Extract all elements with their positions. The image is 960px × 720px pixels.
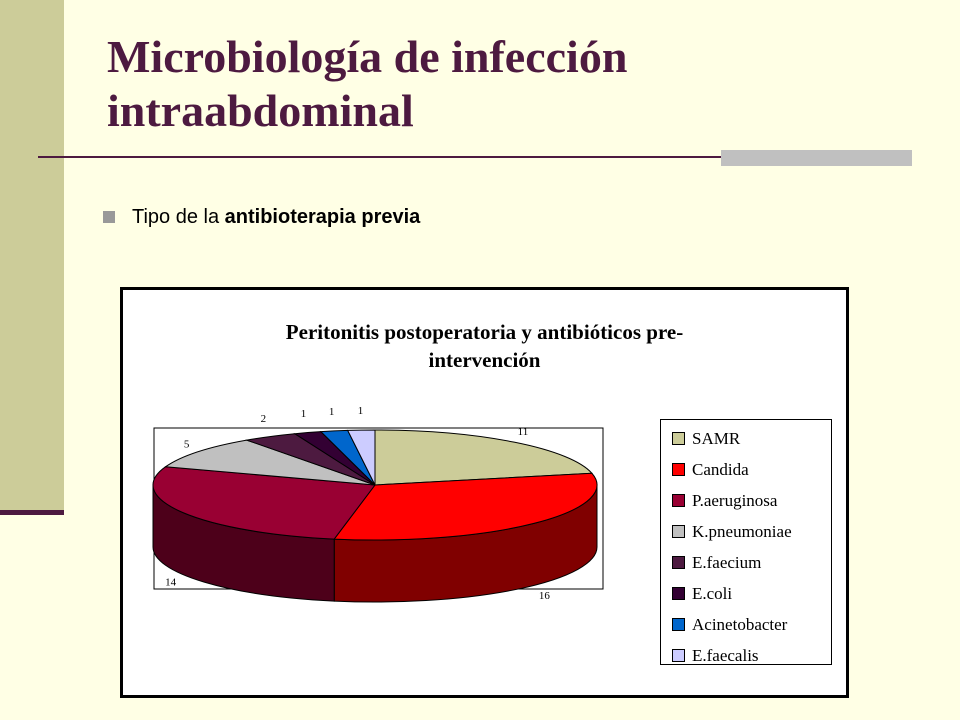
legend-label: Acinetobacter <box>692 614 788 634</box>
slide-title: Microbiología de infección intraabdomina… <box>107 30 927 138</box>
chart-title-line-1: Peritonitis postoperatoria y antibiótico… <box>285 320 684 344</box>
pie-slice-efaecalis <box>346 429 376 486</box>
pie-slices <box>152 429 598 603</box>
chart-title-line-2: intervención <box>428 348 541 372</box>
legend-label: SAMR <box>692 428 741 448</box>
left-band-accent <box>0 510 64 515</box>
legend-label: K.pneumoniae <box>692 521 792 541</box>
legend-swatch <box>672 494 685 507</box>
legend-swatch <box>672 618 685 631</box>
data-label-candida: 16 <box>539 590 551 602</box>
legend-label: E.faecalis <box>692 645 759 665</box>
square-bullet-icon <box>103 211 115 223</box>
legend-swatch <box>672 587 685 600</box>
pie-slice-candida <box>333 472 598 541</box>
pie-slice-kpneumoniae <box>164 439 376 486</box>
chart-container: Peritonitis postoperatoria y antibiótico… <box>120 287 849 698</box>
data-label-acinetobacter: 1 <box>329 406 335 418</box>
bullet-text-bold: antibioterapia previa <box>224 205 421 228</box>
slide-title-line-1: Microbiología de infección <box>107 31 628 82</box>
bullet-item: Tipo de la antibioterapia previa <box>103 205 420 229</box>
bullet-text-prefix: Tipo de la <box>132 205 225 228</box>
data-label-samr: 11 <box>518 426 529 438</box>
legend-item-efaecium: E.faecium <box>661 547 831 578</box>
chart-title: Peritonitis postoperatoria y antibiótico… <box>123 318 846 374</box>
legend-item-efaecalis: E.faecalis <box>661 640 831 671</box>
legend-item-candida: Candida <box>661 454 831 485</box>
title-underline-accent <box>721 150 912 166</box>
data-label-paeruginosa: 14 <box>165 577 177 589</box>
pie-slice-paeruginosa <box>152 466 376 540</box>
slide-title-line-2: intraabdominal <box>107 85 414 136</box>
data-label-efaecalis: 1 <box>358 405 364 417</box>
data-label-kpneumoniae: 5 <box>184 438 190 450</box>
legend-swatch <box>672 432 685 445</box>
legend-item-ecoli: E.coli <box>661 578 831 609</box>
legend-item-samr: SAMR <box>661 423 831 454</box>
legend-label: Candida <box>692 459 749 479</box>
chart-legend: SAMR Candida P.aeruginosa K.pneumoniae E.fae… <box>660 419 832 665</box>
legend-item-paeruginosa: P.aeruginosa <box>661 485 831 516</box>
legend-label: P.aeruginosa <box>692 490 778 510</box>
legend-label: E.coli <box>692 583 733 603</box>
legend-item-acinetobacter: Acinetobacter <box>661 609 831 640</box>
legend-swatch <box>672 463 685 476</box>
left-decorative-band <box>0 0 64 512</box>
legend-item-kpneumoniae: K.pneumoniae <box>661 516 831 547</box>
pie-slice-samr <box>374 429 593 486</box>
title-underline <box>38 156 912 158</box>
data-label-ecoli: 1 <box>301 408 307 420</box>
legend-swatch <box>672 556 685 569</box>
legend-swatch <box>672 525 685 538</box>
data-label-efaecium: 2 <box>261 413 267 425</box>
legend-swatch <box>672 649 685 662</box>
legend-label: E.faecium <box>692 552 762 572</box>
